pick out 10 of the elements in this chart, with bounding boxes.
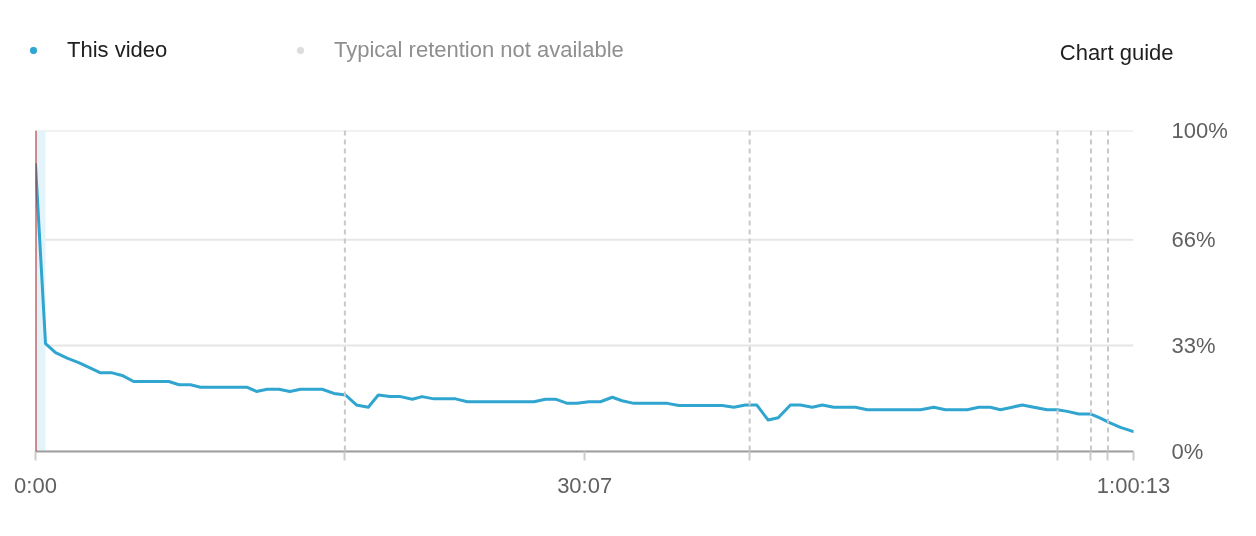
x-tick-label: 0:00 <box>14 472 57 498</box>
y-tick-label: 100% <box>1171 118 1228 143</box>
x-tick-label: 30:07 <box>557 472 613 498</box>
y-tick-label: 33% <box>1171 333 1216 359</box>
y-tick-label: 66% <box>1171 227 1216 253</box>
y-tick-label: 0% <box>1171 439 1204 464</box>
legend-label: Typical retention not available <box>334 37 624 63</box>
x-tick-label: 1:00:13 <box>1096 472 1171 498</box>
legend-label: This video <box>67 37 168 63</box>
text: Chart guide <box>1059 40 1174 65</box>
